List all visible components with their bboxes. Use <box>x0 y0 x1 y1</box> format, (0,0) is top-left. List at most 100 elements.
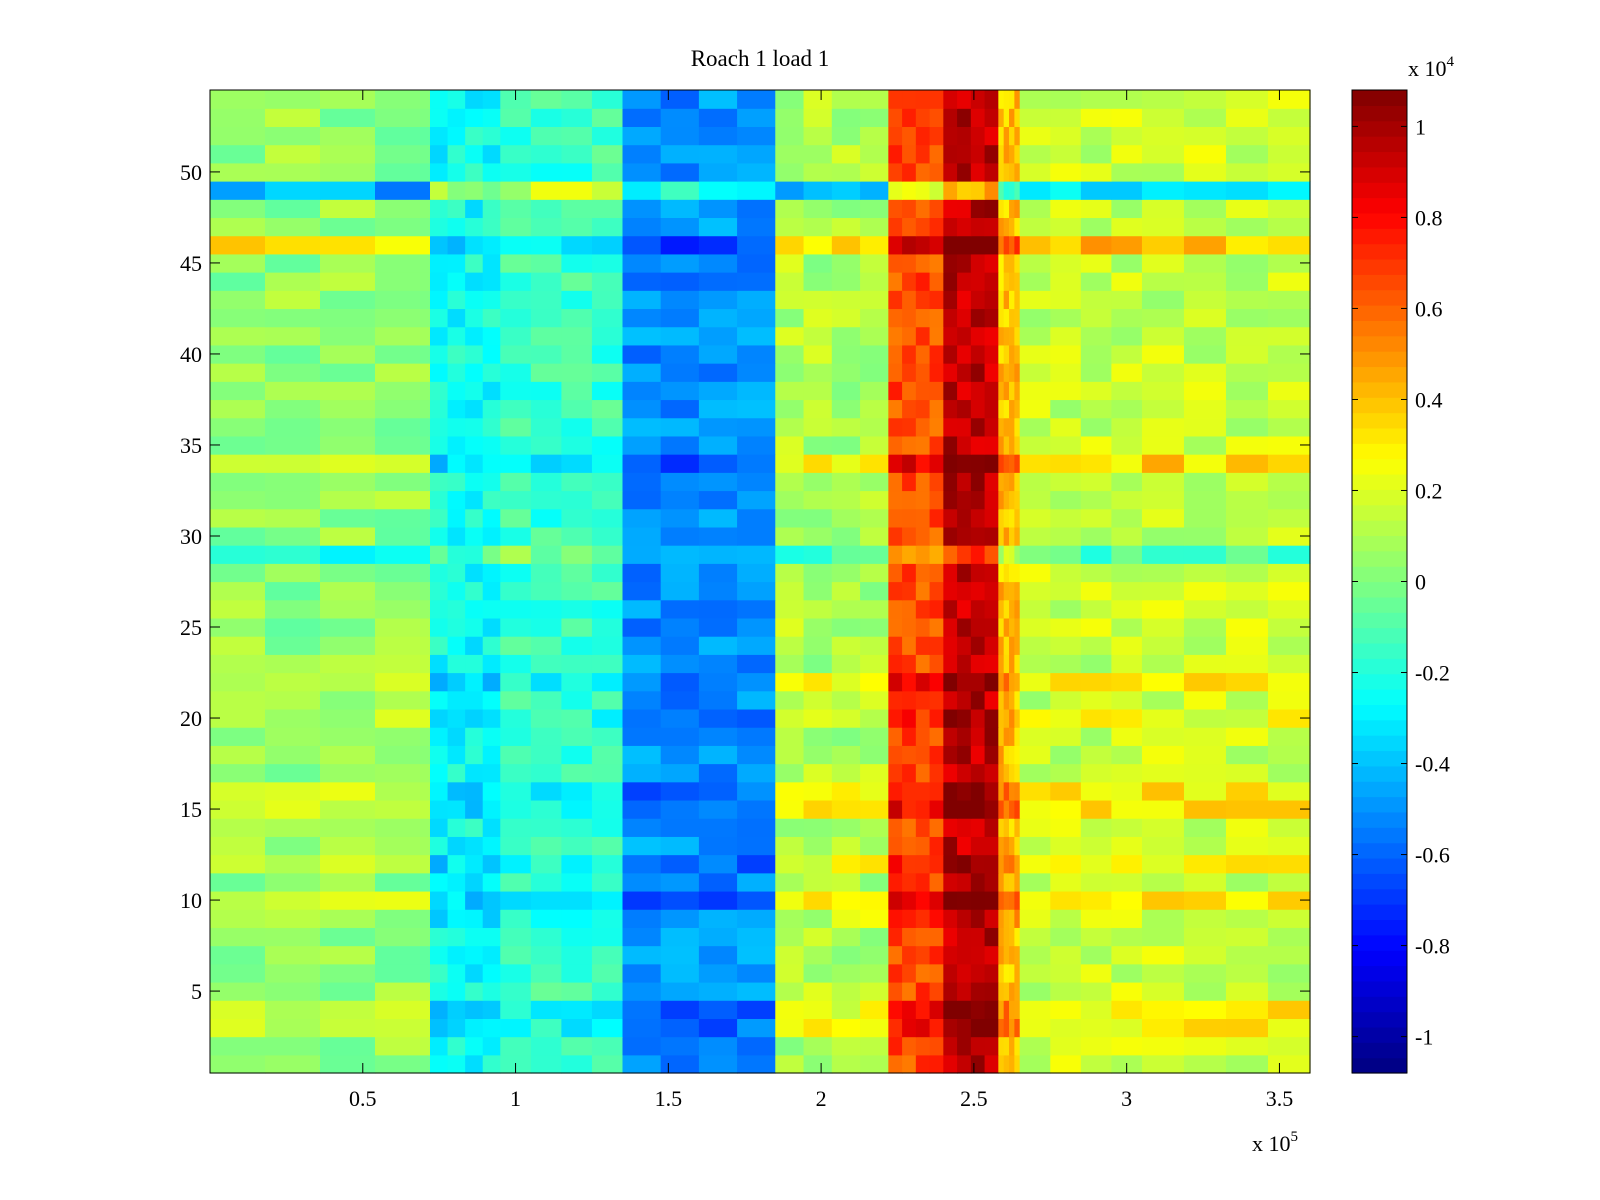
heatmap-cell <box>1225 581 1269 601</box>
heatmap-cell <box>1141 399 1185 419</box>
plot-frame <box>209 89 1311 1074</box>
heatmap-cell <box>1050 872 1082 892</box>
heatmap-cell <box>320 617 376 637</box>
heatmap-cell <box>984 526 999 546</box>
heatmap-cell <box>210 508 266 528</box>
heatmap-cell <box>998 126 1005 146</box>
heatmap-cell <box>1009 508 1015 528</box>
heatmap-cell <box>210 1036 266 1056</box>
heatmap-cell <box>1014 363 1021 382</box>
heatmap-cell <box>1050 909 1082 928</box>
heatmap-cell <box>943 508 958 528</box>
heatmap-cell <box>447 672 466 692</box>
heatmap-cell <box>998 235 1005 255</box>
heatmap-cell <box>803 727 833 746</box>
heatmap-cell <box>622 363 662 382</box>
heatmap-cell <box>320 1054 376 1074</box>
heatmap-cell <box>265 344 321 364</box>
heatmap-cell <box>998 636 1005 655</box>
heatmap-cell <box>737 672 776 692</box>
heatmap-cell <box>775 508 805 528</box>
heatmap-cell <box>482 381 501 401</box>
heatmap-cell <box>265 454 321 473</box>
heatmap-cell <box>1225 508 1269 528</box>
heatmap-cell <box>1019 963 1051 983</box>
heatmap-cell <box>660 363 700 382</box>
heatmap-cell <box>888 545 903 564</box>
heatmap-cell <box>530 545 562 564</box>
heatmap-cell <box>430 526 449 546</box>
heatmap-cell <box>1003 1054 1010 1074</box>
heatmap-cell <box>1014 108 1021 127</box>
heatmap-cell <box>1009 144 1015 164</box>
heatmap-cell <box>1009 1054 1015 1074</box>
heatmap-cell <box>320 563 376 583</box>
heatmap-cell <box>998 90 1005 109</box>
heatmap-cell <box>957 144 972 164</box>
heatmap-cell <box>984 181 999 200</box>
heatmap-cell <box>737 1018 776 1038</box>
heatmap-cell <box>1003 1018 1010 1038</box>
heatmap-cell <box>210 545 266 564</box>
heatmap-cell <box>591 945 624 965</box>
heatmap-cell <box>210 290 266 310</box>
heatmap-cell <box>465 654 484 674</box>
heatmap-cell <box>1183 126 1227 146</box>
heatmap-cell <box>1183 654 1227 674</box>
heatmap-cell <box>888 727 903 746</box>
heatmap-cell <box>265 490 321 510</box>
heatmap-cell <box>737 308 776 328</box>
y-tick-label: 40 <box>180 342 202 367</box>
heatmap-cell <box>1267 781 1311 801</box>
heatmap-cell <box>698 581 738 601</box>
heatmap-cell <box>265 272 321 291</box>
heatmap-cell <box>482 836 501 856</box>
heatmap-cell <box>265 253 321 273</box>
heatmap-cell <box>265 108 321 127</box>
heatmap-cell <box>888 1000 903 1019</box>
heatmap-cell <box>970 581 986 601</box>
heatmap-cell <box>860 417 889 437</box>
heatmap-cell <box>888 599 903 619</box>
heatmap-cell <box>660 1018 700 1038</box>
heatmap-cell <box>447 636 466 655</box>
heatmap-cell <box>465 381 484 401</box>
heatmap-cell <box>929 617 944 637</box>
heatmap-cell <box>561 181 593 200</box>
heatmap-cell <box>1267 181 1311 200</box>
heatmap-cell <box>1050 144 1082 164</box>
heatmap-cell <box>622 381 662 401</box>
heatmap-cell <box>943 381 958 401</box>
heatmap-cell <box>265 890 321 910</box>
heatmap-cell <box>1080 472 1112 492</box>
heatmap-cell <box>622 617 662 637</box>
heatmap-cell <box>775 708 805 728</box>
heatmap-cell <box>888 818 903 837</box>
heatmap-cell <box>1225 472 1269 492</box>
heatmap-cell <box>957 563 972 583</box>
heatmap-cell <box>888 181 903 200</box>
heatmap-cell <box>210 217 266 237</box>
heatmap-cell <box>803 781 833 801</box>
heatmap-cell <box>660 708 700 728</box>
heatmap-cell <box>375 545 431 564</box>
heatmap-cell <box>1111 326 1143 346</box>
heatmap-cell <box>210 181 266 200</box>
heatmap-cell <box>320 836 376 856</box>
heatmap-cell <box>984 690 999 710</box>
heatmap-cell <box>1267 617 1311 637</box>
heatmap-cell <box>831 1018 861 1038</box>
heatmap-cell <box>860 654 889 674</box>
heatmap-cell <box>957 963 972 983</box>
heatmap-cell <box>831 217 861 237</box>
heatmap-cell <box>561 781 593 801</box>
heatmap-cell <box>591 1018 624 1038</box>
heatmap-cell <box>210 854 266 874</box>
heatmap-cell <box>915 1054 931 1074</box>
heatmap-cell <box>561 963 593 983</box>
heatmap-cell <box>957 872 972 892</box>
heatmap-cell <box>970 1036 986 1056</box>
heatmap-cell <box>1183 799 1227 819</box>
heatmap-cell <box>430 763 449 783</box>
